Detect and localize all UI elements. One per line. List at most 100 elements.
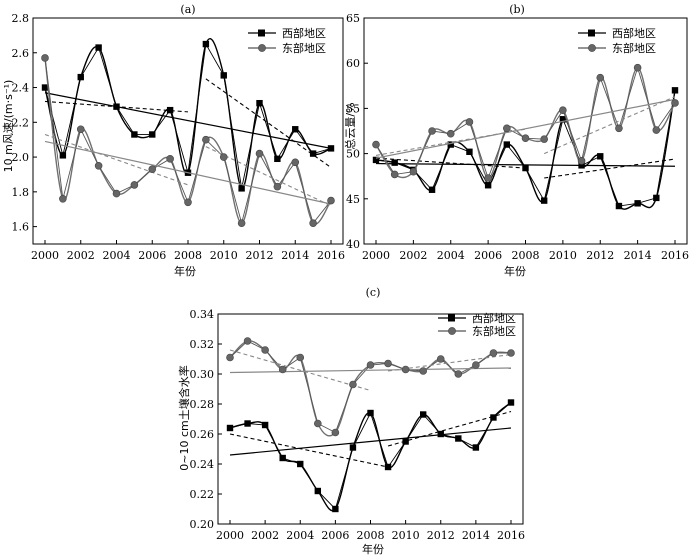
west-data-point: [402, 438, 409, 445]
west-data-point: [419, 411, 427, 418]
west-data-point: [332, 505, 339, 513]
west-data-point: [367, 409, 374, 417]
west-data-point: [309, 150, 317, 157]
east-data-point: [454, 370, 463, 378]
east-data-point: [446, 129, 455, 138]
legend-east-label: 东部地区: [282, 41, 326, 55]
y-tick-label: 1.6: [12, 221, 30, 234]
west-data-point: [292, 126, 299, 133]
x-tick-label: 2000: [362, 249, 390, 262]
x-tick-label: 2002: [251, 529, 279, 542]
y-tick-label: 0.30: [190, 368, 215, 381]
east-data-point: [384, 359, 392, 368]
west-data-point: [559, 116, 567, 123]
west-data-point: [507, 399, 515, 406]
y-tick-label: 2.2: [12, 116, 30, 129]
plot-frame: [217, 313, 524, 525]
x-tick-label: 2016: [661, 249, 689, 262]
y-axis-title-c: 0~10 cm土壤含水率: [177, 365, 191, 470]
y-axis-title-a: 10 m风速/(m·s⁻¹): [2, 80, 15, 173]
west-trend-line: [229, 427, 512, 456]
legend-east-marker: [588, 44, 596, 52]
west-data-point: [77, 73, 84, 81]
legend-east-marker: [258, 44, 266, 52]
east-data-point: [596, 73, 605, 82]
x-tick-label: 2010: [210, 249, 238, 262]
legend-west-marker: [588, 29, 595, 37]
west-data-point: [372, 156, 380, 164]
east-data-point: [465, 118, 474, 126]
west-data-point: [384, 463, 392, 471]
east-data-point: [148, 165, 157, 174]
east-trend-line: [229, 367, 512, 374]
x-tick-label: 2006: [321, 529, 349, 542]
y-tick-label: 2.8: [12, 12, 30, 25]
west-data-point: [149, 131, 156, 138]
east-data-point: [331, 428, 340, 437]
y-axis-title-b: 总云量/%: [343, 102, 357, 149]
legend-west-label: 西部地区: [612, 26, 656, 40]
east-data-point: [409, 167, 418, 176]
legend-c: 西部地区 东部地区: [438, 311, 516, 338]
east-data-point: [521, 134, 530, 143]
y-tick-label: 0.20: [190, 518, 215, 531]
panel-label-b: (b): [509, 3, 525, 16]
y-tick-label: 0.28: [190, 398, 215, 411]
east-data-point: [372, 140, 380, 149]
panel-b: (b) 总云量/% 年份 西部地区 东部地区 40 45 50 55 60 65 2000 2…: [343, 3, 689, 278]
west-data-point: [472, 444, 480, 451]
east-data-point: [273, 182, 282, 191]
east-data-point: [472, 361, 480, 369]
west-smooth-curve: [375, 90, 676, 210]
y-tick-label: 40: [346, 238, 360, 251]
east-data-point: [428, 127, 436, 135]
west-data-point: [484, 182, 492, 189]
west-data-point: [391, 159, 398, 166]
y-tick-label: 2.0: [12, 151, 30, 164]
x-axis-title-a: 年份: [174, 264, 196, 278]
west-smooth-curve: [44, 38, 332, 190]
east-data-point: [489, 349, 498, 357]
west-smooth-curve: [229, 401, 512, 512]
west-data-point: [41, 84, 49, 91]
y-tick-label: 60: [346, 57, 360, 70]
west-data-point: [95, 44, 102, 51]
west-data-point: [615, 202, 623, 210]
west-data-point: [256, 99, 263, 107]
legend-east-label: 东部地区: [472, 324, 516, 338]
east-data-point: [327, 196, 335, 205]
x-tick-label: 2014: [462, 529, 490, 542]
east-data-point: [243, 337, 252, 345]
east-data-point: [166, 155, 174, 163]
east-trend-line: [375, 98, 676, 159]
east-data-point: [314, 419, 322, 428]
west-data-point: [447, 141, 454, 148]
x-tick-label: 2002: [399, 249, 427, 262]
east-data-point: [390, 170, 399, 179]
legend-west-label: 西部地区: [472, 311, 516, 325]
east-series-line: [229, 340, 511, 434]
east-data-point: [237, 219, 246, 227]
y-tick-label: 0.32: [190, 338, 215, 351]
east-data-point: [419, 367, 427, 375]
legend-west-marker: [448, 314, 455, 322]
east-smooth-curve: [229, 340, 512, 437]
east-data-point: [291, 158, 300, 167]
panel-a: (a) 10 m风速/(m·s⁻¹) 年份 西部地区 东部地区 1.6 1.8 2.…: [2, 3, 345, 278]
east-data-point: [76, 125, 85, 134]
west-data-point: [238, 185, 245, 192]
west-data-point: [597, 153, 604, 160]
y-tick-label: 0.24: [190, 458, 215, 471]
x-tick-label: 2008: [174, 249, 202, 262]
west-data-point: [455, 435, 462, 442]
west-data-point: [578, 162, 585, 169]
y-tick-label: 50: [346, 148, 360, 161]
east-data-point: [278, 365, 287, 374]
x-axis-title-b: 年份: [504, 264, 526, 278]
x-tick-label: 2002: [67, 249, 95, 262]
east-data-point: [261, 346, 269, 354]
x-tick-label: 2016: [497, 529, 525, 542]
east-data-point: [94, 161, 103, 170]
panel-c: (c) 0~10 cm土壤含水率 年份 西部地区 东部地区 0.20 0.22 0.…: [177, 286, 525, 556]
east-subtrend-1: [229, 349, 371, 392]
